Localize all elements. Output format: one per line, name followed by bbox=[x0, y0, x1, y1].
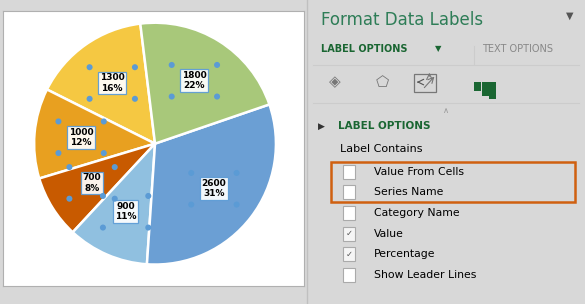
Circle shape bbox=[100, 225, 106, 230]
Circle shape bbox=[168, 62, 175, 68]
Text: Show Leader Lines: Show Leader Lines bbox=[374, 270, 476, 280]
Text: ▼: ▼ bbox=[435, 44, 442, 53]
FancyBboxPatch shape bbox=[343, 185, 356, 199]
Wedge shape bbox=[47, 24, 155, 143]
Bar bbox=[474, 82, 481, 91]
Text: ∧: ∧ bbox=[443, 106, 449, 116]
Circle shape bbox=[56, 119, 61, 125]
Text: 1800
22%: 1800 22% bbox=[182, 71, 207, 91]
Circle shape bbox=[66, 164, 73, 170]
Text: ◈: ◈ bbox=[329, 74, 341, 90]
FancyBboxPatch shape bbox=[343, 268, 356, 282]
Text: ⬠: ⬠ bbox=[376, 74, 389, 90]
Wedge shape bbox=[140, 23, 270, 143]
Circle shape bbox=[56, 150, 61, 156]
Circle shape bbox=[168, 94, 175, 100]
Circle shape bbox=[112, 196, 118, 202]
Circle shape bbox=[145, 193, 152, 199]
Text: LABEL OPTIONS: LABEL OPTIONS bbox=[338, 121, 430, 131]
Text: TEXT OPTIONS: TEXT OPTIONS bbox=[482, 44, 553, 54]
Text: ▶: ▶ bbox=[318, 122, 325, 131]
Circle shape bbox=[233, 202, 240, 208]
FancyBboxPatch shape bbox=[343, 247, 356, 261]
Circle shape bbox=[214, 62, 220, 68]
Text: Format Data Labels: Format Data Labels bbox=[321, 11, 483, 29]
Text: Label Contains: Label Contains bbox=[340, 144, 423, 154]
Text: 2600
31%: 2600 31% bbox=[202, 179, 226, 199]
Wedge shape bbox=[73, 143, 155, 264]
Circle shape bbox=[188, 170, 194, 176]
Circle shape bbox=[66, 196, 73, 202]
Circle shape bbox=[145, 225, 152, 230]
Text: 700
8%: 700 8% bbox=[82, 173, 101, 193]
Circle shape bbox=[132, 64, 138, 70]
Text: Series Name: Series Name bbox=[374, 188, 443, 197]
Text: 1300
16%: 1300 16% bbox=[100, 73, 125, 93]
Text: Value: Value bbox=[374, 229, 404, 239]
Text: Percentage: Percentage bbox=[374, 250, 435, 259]
Text: LABEL OPTIONS: LABEL OPTIONS bbox=[321, 44, 408, 54]
Circle shape bbox=[233, 170, 240, 176]
Text: ▼: ▼ bbox=[566, 11, 574, 21]
Wedge shape bbox=[147, 104, 276, 264]
FancyBboxPatch shape bbox=[343, 165, 356, 179]
Circle shape bbox=[87, 96, 92, 102]
Circle shape bbox=[87, 64, 92, 70]
Text: ✓: ✓ bbox=[346, 250, 353, 259]
Text: Value From Cells: Value From Cells bbox=[374, 167, 464, 177]
Circle shape bbox=[214, 94, 220, 100]
Text: ✓: ✓ bbox=[346, 229, 353, 238]
Text: 1000
12%: 1000 12% bbox=[69, 128, 94, 147]
FancyBboxPatch shape bbox=[343, 227, 356, 241]
Bar bbox=[490, 82, 496, 99]
Circle shape bbox=[188, 202, 194, 208]
Text: 900
11%: 900 11% bbox=[115, 202, 136, 221]
Bar bbox=[481, 82, 488, 96]
Circle shape bbox=[132, 96, 138, 102]
Circle shape bbox=[101, 119, 107, 125]
Circle shape bbox=[101, 150, 107, 156]
Text: Category Name: Category Name bbox=[374, 208, 459, 218]
Circle shape bbox=[112, 164, 118, 170]
Wedge shape bbox=[34, 89, 155, 178]
Wedge shape bbox=[39, 143, 155, 232]
FancyBboxPatch shape bbox=[343, 206, 356, 220]
Circle shape bbox=[100, 193, 106, 199]
